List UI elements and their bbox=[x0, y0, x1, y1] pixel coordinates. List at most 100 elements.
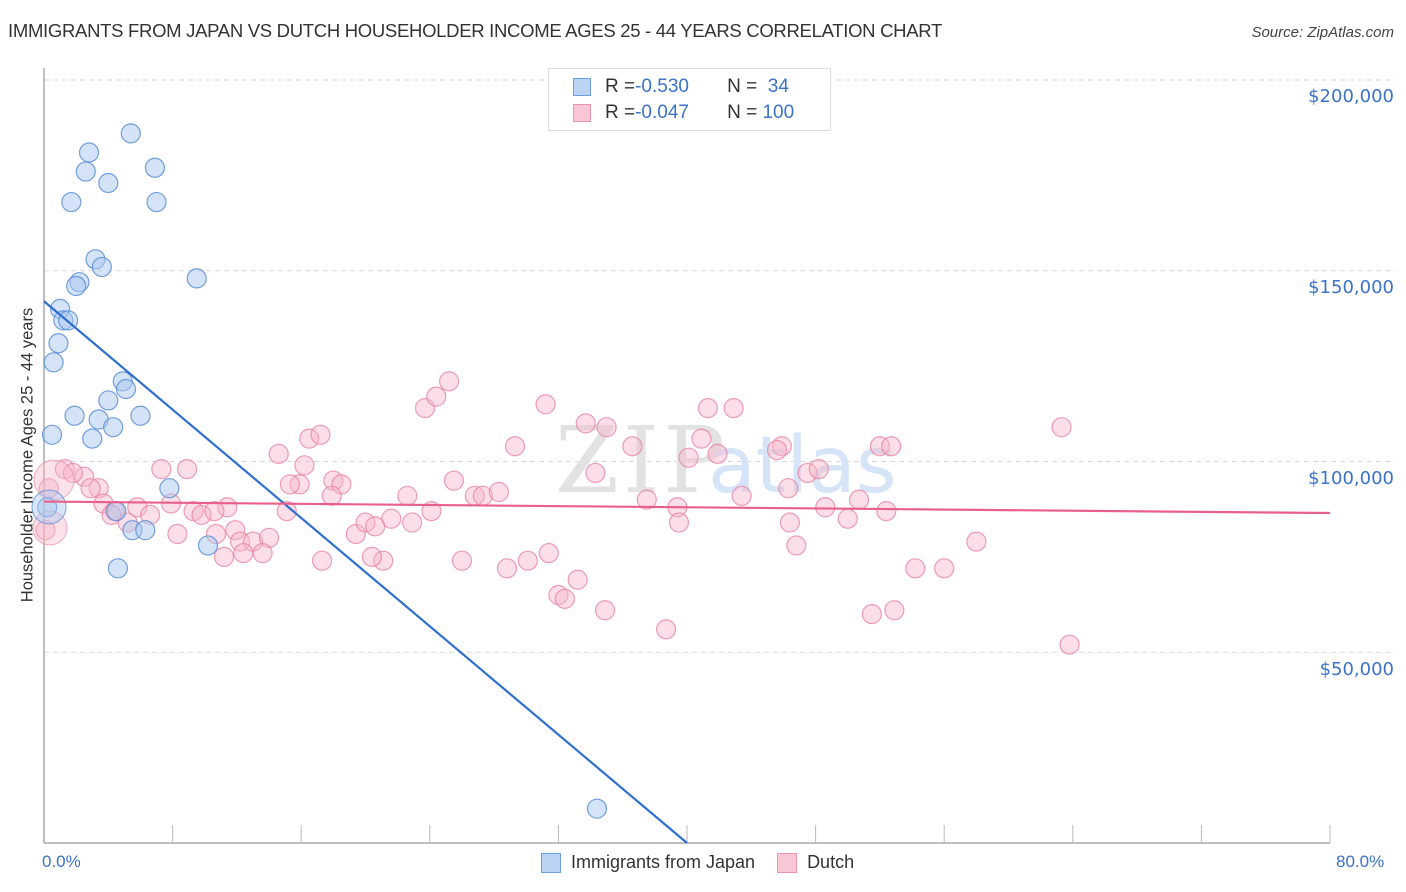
dutch-point bbox=[861, 603, 882, 625]
r-value-japan: -0.530 bbox=[635, 76, 689, 97]
dutch-point bbox=[567, 569, 588, 590]
dutch-point bbox=[426, 386, 447, 407]
n-value-japan: 34 bbox=[762, 76, 789, 97]
n-value-dutch: 100 bbox=[762, 102, 795, 123]
japan-point bbox=[91, 256, 112, 278]
japan-point bbox=[107, 558, 129, 579]
dutch-point bbox=[691, 428, 712, 449]
dutch-point bbox=[766, 439, 788, 461]
dutch-point bbox=[517, 550, 538, 571]
dutch-swatch-icon bbox=[573, 104, 591, 122]
legend-row-dutch: R = -0.047 N = 100 bbox=[573, 101, 794, 125]
dutch-point bbox=[656, 619, 677, 640]
japan-point bbox=[159, 478, 180, 499]
dutch-point bbox=[191, 504, 212, 526]
dutch-point bbox=[905, 558, 926, 579]
dutch-point bbox=[213, 546, 235, 567]
dutch-point bbox=[884, 600, 905, 621]
dutch-points bbox=[32, 371, 1080, 655]
legend-row-japan: R = -0.530 N = 34 bbox=[573, 75, 789, 99]
r-value-dutch: -0.047 bbox=[635, 102, 689, 123]
gridlines bbox=[44, 79, 1395, 653]
dutch-point bbox=[321, 485, 342, 506]
dutch-point bbox=[279, 474, 301, 495]
source-label: Source: ZipAtlas.com bbox=[1251, 24, 1394, 41]
dutch-point bbox=[778, 478, 799, 499]
dutch-point bbox=[268, 443, 289, 464]
dutch-point bbox=[636, 489, 657, 510]
dutch-point bbox=[837, 508, 858, 529]
dutch-point bbox=[258, 527, 280, 548]
svg-text:atlas: atlas bbox=[708, 421, 897, 511]
chart-title: IMMIGRANTS FROM JAPAN VS DUTCH HOUSEHOLD… bbox=[8, 20, 942, 41]
japan-point bbox=[103, 417, 124, 438]
dutch-point bbox=[622, 436, 643, 457]
dutch-point bbox=[299, 428, 320, 449]
dutch-point bbox=[176, 459, 198, 480]
dutch-point bbox=[365, 516, 386, 537]
dutch-point bbox=[276, 500, 297, 522]
japan-point bbox=[61, 191, 82, 213]
japan-point bbox=[78, 142, 100, 163]
dutch-point bbox=[548, 584, 569, 606]
dutch-point bbox=[668, 512, 690, 533]
dutch-point bbox=[876, 500, 897, 522]
japan-point bbox=[186, 268, 207, 289]
japan-point bbox=[48, 333, 69, 354]
dutch-point bbox=[438, 371, 460, 392]
dutch-point bbox=[538, 542, 559, 564]
dutch-point bbox=[815, 497, 836, 518]
dutch-point bbox=[731, 485, 752, 506]
dutch-point bbox=[204, 500, 225, 522]
legend-item-dutch[interactable]: Dutch bbox=[777, 852, 854, 873]
japan-trend-line bbox=[43, 300, 688, 844]
dutch-point bbox=[881, 436, 902, 457]
dutch-point bbox=[594, 600, 616, 621]
trend-lines bbox=[43, 300, 1331, 844]
dutch-point bbox=[311, 550, 333, 571]
japan-point bbox=[43, 352, 64, 373]
r-label: R = bbox=[605, 102, 636, 123]
japan-point bbox=[130, 405, 151, 426]
y-tick-100000: $100,000 bbox=[1308, 468, 1394, 489]
dutch-point bbox=[225, 520, 246, 541]
dutch-swatch-icon bbox=[777, 852, 798, 873]
dutch-point bbox=[1059, 634, 1080, 655]
dutch-point bbox=[310, 424, 331, 445]
dutch-point bbox=[808, 459, 829, 480]
y-tick-200000: $200,000 bbox=[1308, 86, 1394, 107]
dutch-point bbox=[869, 436, 891, 457]
japan-point bbox=[144, 157, 166, 178]
japan-point bbox=[135, 520, 156, 541]
dutch-point bbox=[848, 489, 870, 510]
dutch-point bbox=[151, 459, 172, 480]
n-label: N = bbox=[727, 102, 763, 123]
n-label: N = bbox=[727, 76, 763, 97]
r-label: R = bbox=[605, 76, 636, 97]
dutch-point bbox=[707, 443, 728, 464]
zipatlas-watermark: ZIP atlas bbox=[555, 407, 897, 514]
dutch-point bbox=[488, 481, 510, 503]
y-axis-label: Householder Income Ages 25 - 44 years bbox=[18, 307, 37, 603]
dutch-point bbox=[167, 523, 188, 545]
y-tick-150000: $150,000 bbox=[1308, 277, 1394, 298]
dutch-point bbox=[1051, 417, 1072, 438]
japan-point bbox=[98, 390, 119, 411]
series-legend: Immigrants from Japan Dutch bbox=[541, 852, 876, 873]
japan-points bbox=[31, 123, 608, 819]
legend-label-japan: Immigrants from Japan bbox=[571, 852, 756, 872]
dutch-point bbox=[786, 535, 807, 556]
japan-point bbox=[146, 191, 167, 213]
dutch-point bbox=[697, 397, 718, 419]
japan-swatch-icon bbox=[541, 852, 561, 873]
dutch-point bbox=[74, 466, 95, 487]
correlation-legend: R = -0.530 N = 34 R = -0.047 N = 100 bbox=[548, 68, 831, 131]
dutch-point bbox=[443, 470, 465, 491]
legend-item-japan[interactable]: Immigrants from Japan bbox=[541, 852, 755, 873]
dutch-point bbox=[397, 485, 418, 506]
dutch-point bbox=[496, 558, 518, 579]
dutch-point bbox=[723, 397, 744, 419]
dutch-point bbox=[252, 542, 273, 564]
dutch-trend-line bbox=[43, 500, 1331, 515]
